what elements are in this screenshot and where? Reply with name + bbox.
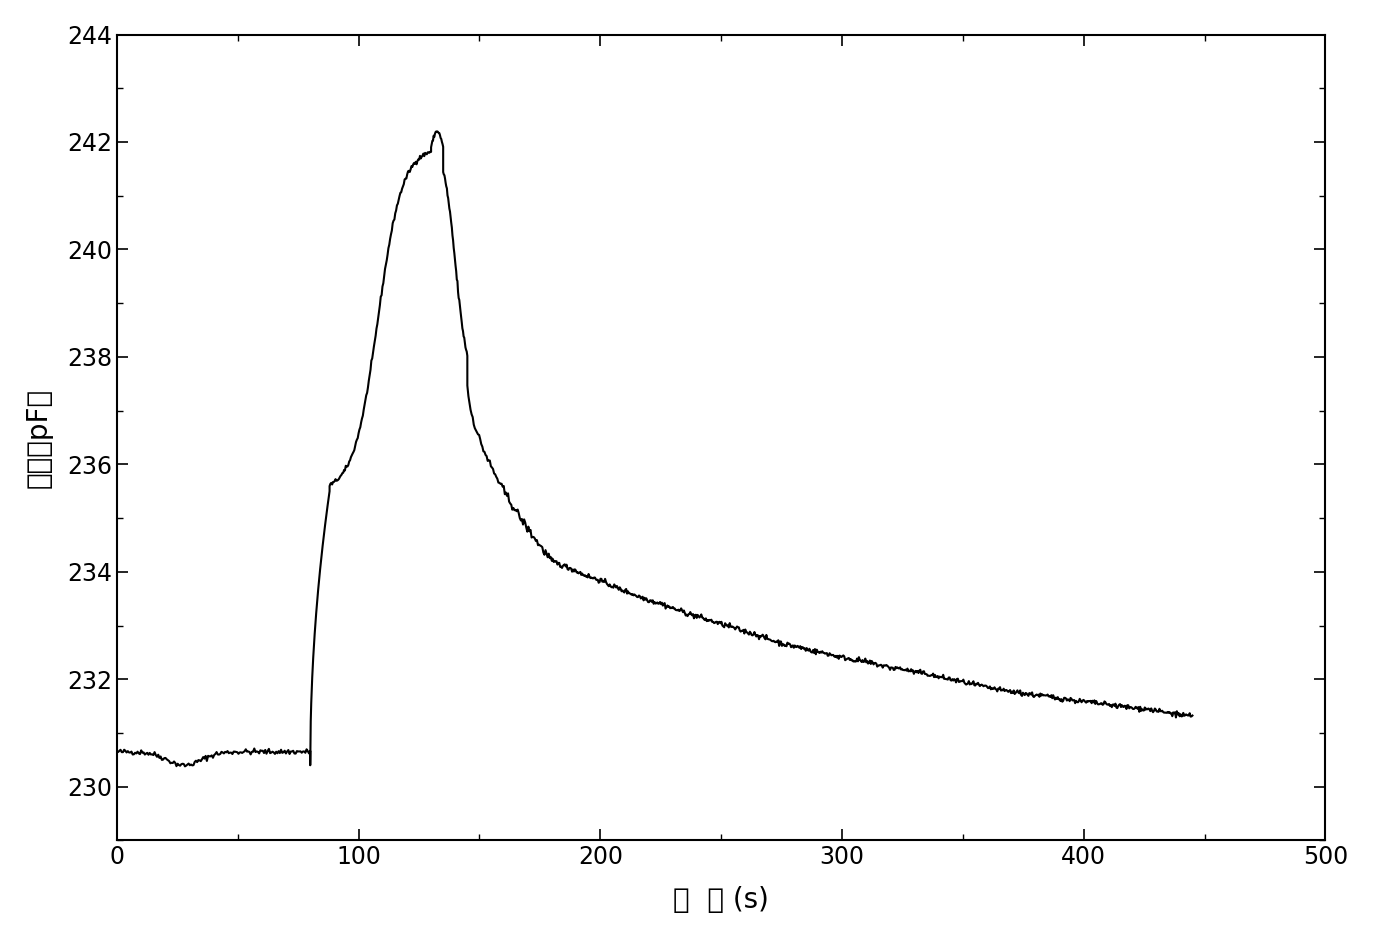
Y-axis label: 电容（pF）: 电容（pF） xyxy=(25,388,54,487)
X-axis label: 时  间 (s): 时 间 (s) xyxy=(673,886,769,914)
